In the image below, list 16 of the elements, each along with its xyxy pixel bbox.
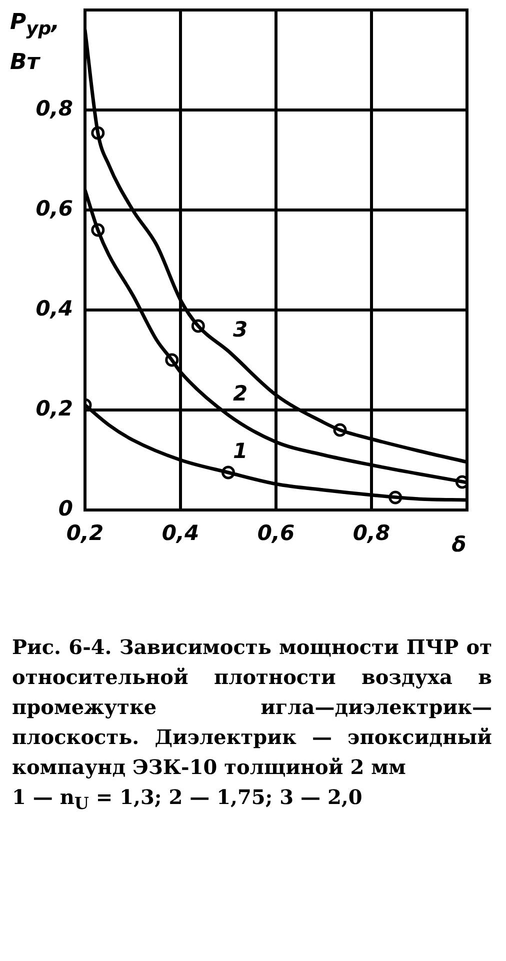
x-tick-label: 0,6 <box>257 521 295 546</box>
x-tick-label: 0,2 <box>66 521 104 546</box>
x-axis-title: δ <box>452 532 466 556</box>
series-label: 1 <box>232 438 248 463</box>
y-axis-title: P$_{ур}$, Вт <box>10 9 61 78</box>
x-tick-label: 0,8 <box>352 521 390 546</box>
y-tick-label: 0 <box>58 496 73 520</box>
y-tick-label: 0,6 <box>36 196 73 220</box>
text: 1 — n$_{U}$ = 1,3; 2 — 1,75; 3 — 2,0 <box>12 784 364 815</box>
x-tick-label: 0,4 <box>162 521 200 546</box>
text: Рис. 6-4. Зависимость мощности ПЧР от относительной плотности воздуха в промежутке игла—диэлектрик— плоскость. Диэлектрик — эпоксидный компаунд ЭЗК-10 толщиной 2 мм <box>12 634 492 781</box>
series-label: 3 <box>232 317 248 342</box>
y-tick-label: 0,2 <box>36 396 73 420</box>
series-label: 2 <box>232 381 248 406</box>
y-tick-label: 0,8 <box>36 96 73 120</box>
y-tick-label: 0,4 <box>36 296 73 320</box>
